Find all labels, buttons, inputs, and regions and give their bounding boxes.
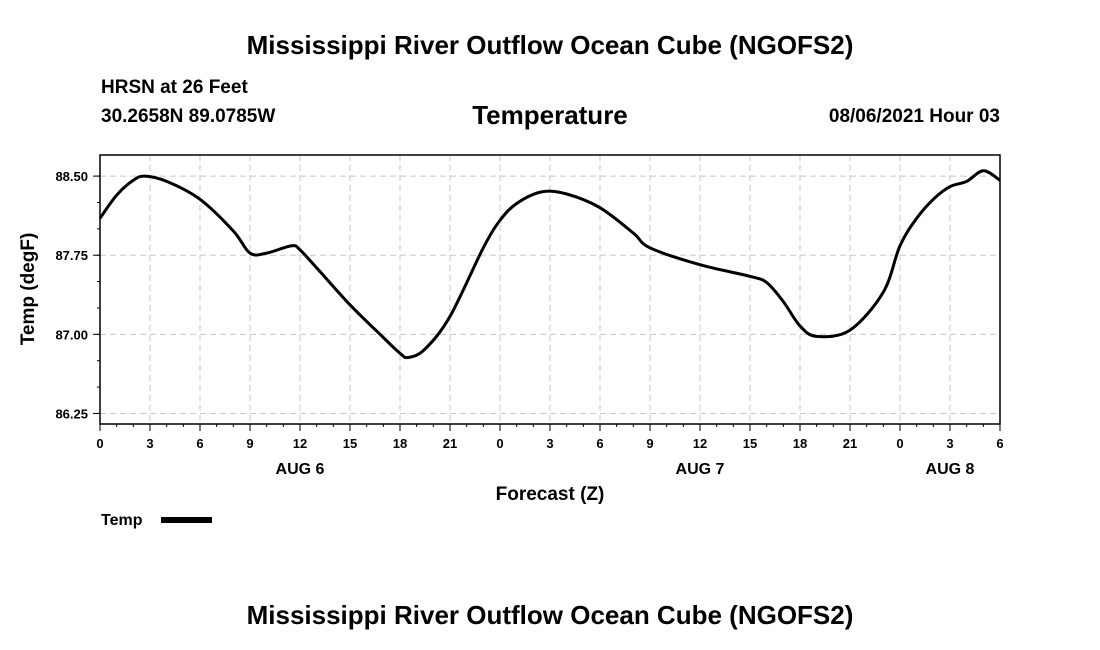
x-tick-label: 21 xyxy=(443,436,457,451)
x-tick-label: 3 xyxy=(946,436,953,451)
axis-labels: 0 3 6 9 12 15 18 21 0 3 6 9 12 15 18 21 0 3 6 AUG 6 AUG 7 AUG… xyxy=(55,169,1003,478)
axis-ticks xyxy=(93,175,1001,431)
x-tick-label: 18 xyxy=(393,436,407,451)
x-tick-label: 6 xyxy=(596,436,603,451)
footer-title: Mississippi River Outflow Ocean Cube (NG… xyxy=(246,600,854,630)
x-tick-label: 0 xyxy=(496,436,503,451)
x-tick-label: 18 xyxy=(793,436,807,451)
x-tick-label: 12 xyxy=(293,436,307,451)
x-tick-label: 12 xyxy=(693,436,707,451)
plot-frame xyxy=(99,154,1001,425)
grid-lines xyxy=(100,155,1000,424)
x-tick-label: 9 xyxy=(646,436,653,451)
series-line-temp xyxy=(98,169,1001,360)
x-tick-label: 6 xyxy=(996,436,1003,451)
x-tick-label: 0 xyxy=(96,436,103,451)
x-tick-label: 6 xyxy=(196,436,203,451)
y-tick-label: 87.75 xyxy=(55,248,88,263)
x-tick-label: 21 xyxy=(843,436,857,451)
x-tick-label: 9 xyxy=(246,436,253,451)
day-label: AUG 6 xyxy=(276,461,325,478)
station-label: HRSN at 26 Feet xyxy=(101,77,248,98)
main-title: Mississippi River Outflow Ocean Cube (NG… xyxy=(246,30,854,60)
x-tick-label: 0 xyxy=(896,436,903,451)
x-tick-label: 3 xyxy=(146,436,153,451)
chart-title: Temperature xyxy=(472,100,628,130)
x-tick-label: 15 xyxy=(743,436,757,451)
y-tick-label: 87.00 xyxy=(55,327,88,342)
y-tick-label: 86.25 xyxy=(55,406,88,421)
y-axis-label: Temp (degF) xyxy=(18,233,39,346)
x-tick-label: 15 xyxy=(343,436,357,451)
series-group xyxy=(98,169,1001,360)
day-label: AUG 8 xyxy=(926,461,975,478)
y-tick-label: 88.50 xyxy=(55,169,88,184)
x-tick-label: 3 xyxy=(546,436,553,451)
datetime-label: 08/06/2021 Hour 03 xyxy=(828,106,1000,127)
x-axis-label: Forecast (Z) xyxy=(496,484,605,505)
coordinates-label: 30.2658N 89.0785W xyxy=(101,106,276,127)
legend-label: Temp xyxy=(101,512,143,529)
day-label: AUG 7 xyxy=(676,461,725,478)
